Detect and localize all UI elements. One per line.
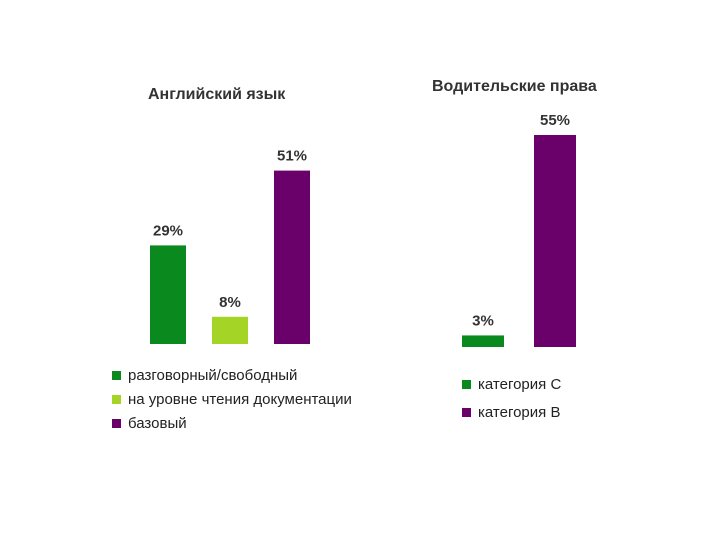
legend-item: базовый xyxy=(112,411,352,435)
bar-1 xyxy=(534,135,576,347)
legend-item: категория В xyxy=(462,398,561,426)
legend-label: категория В xyxy=(478,403,561,421)
chart-legend: категория С категория В xyxy=(462,370,561,426)
data-label: 51% xyxy=(277,148,307,165)
legend-label: на уровне чтения документации xyxy=(128,390,352,408)
legend-swatch xyxy=(112,394,121,404)
driving-license-bar-chart: 3% 55% xyxy=(462,112,576,347)
legend-label: разговорный/свободный xyxy=(128,366,298,384)
legend-swatch xyxy=(462,407,471,417)
legend-item: категория С xyxy=(462,370,561,398)
bar-2 xyxy=(274,170,310,344)
bar-1 xyxy=(212,316,248,344)
data-label: 8% xyxy=(219,294,241,311)
legend-label: категория С xyxy=(478,375,562,393)
legend-swatch xyxy=(462,379,471,389)
chart-legend: разговорный/свободный на уровне чтения д… xyxy=(112,363,352,435)
english-chart: Английский язык 29% 8% 51% разговорный/сво… xyxy=(100,80,400,440)
driving-license-chart: Водительские права 3% 55% категория С кат… xyxy=(420,70,640,430)
legend-item: разговорный/свободный xyxy=(112,363,352,387)
legend-item: на уровне чтения документации xyxy=(112,387,352,411)
bar-0 xyxy=(462,335,504,347)
data-label: 3% xyxy=(472,312,494,329)
chart-title: Водительские права xyxy=(432,78,597,95)
legend-label: базовый xyxy=(128,414,187,432)
english-bar-chart: 29% 8% 51% xyxy=(150,148,310,344)
legend-swatch xyxy=(112,418,121,428)
data-label: 55% xyxy=(540,112,570,129)
chart-title: Английский язык xyxy=(148,86,286,103)
data-label: 29% xyxy=(153,222,183,239)
legend-swatch xyxy=(112,370,121,380)
bar-0 xyxy=(150,245,186,344)
